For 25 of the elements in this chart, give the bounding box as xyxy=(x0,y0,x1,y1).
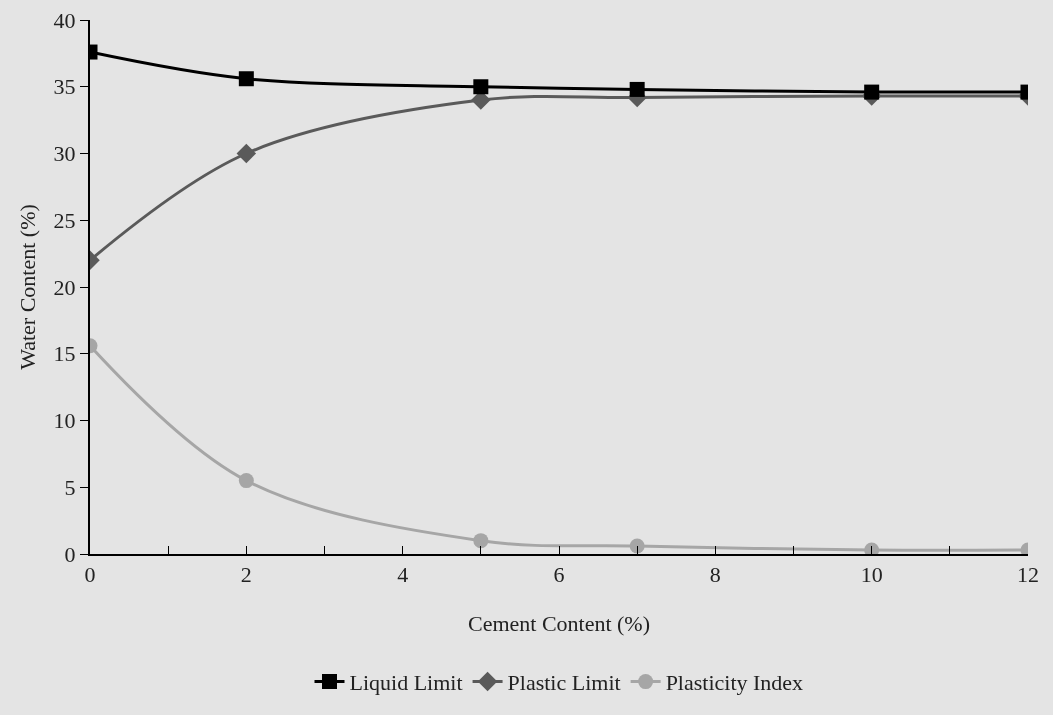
y-tick-label: 30 xyxy=(53,141,76,167)
x-tick-label: 10 xyxy=(860,562,883,588)
x-axis-title: Cement Content (%) xyxy=(467,611,651,636)
y-tick-label: 15 xyxy=(53,341,76,367)
x-tick-label: 0 xyxy=(84,562,96,588)
y-tick-label: 20 xyxy=(53,274,76,300)
x-tick-label: 12 xyxy=(1017,562,1039,588)
point xyxy=(629,538,645,554)
y-tick-label: 35 xyxy=(53,74,76,100)
legend-label: Plasticity Index xyxy=(665,670,804,696)
legend-label: Plastic Limit xyxy=(507,670,621,696)
x-tick-label: 8 xyxy=(709,562,721,588)
y-tick-label: 0 xyxy=(64,541,76,567)
y-tick-label: 40 xyxy=(53,7,76,33)
y-axis-title: Water Content (%) xyxy=(15,204,40,370)
x-tick-label: 6 xyxy=(553,562,565,588)
legend-label: Liquid Limit xyxy=(349,670,463,696)
y-tick-label: 10 xyxy=(53,408,76,434)
x-tick-label: 2 xyxy=(240,562,252,588)
point xyxy=(629,81,645,97)
point xyxy=(473,533,489,549)
y-tick-label: 5 xyxy=(64,474,76,500)
x-tick-label: 4 xyxy=(397,562,409,588)
y-tick-label: 25 xyxy=(53,207,76,233)
point xyxy=(473,79,489,95)
